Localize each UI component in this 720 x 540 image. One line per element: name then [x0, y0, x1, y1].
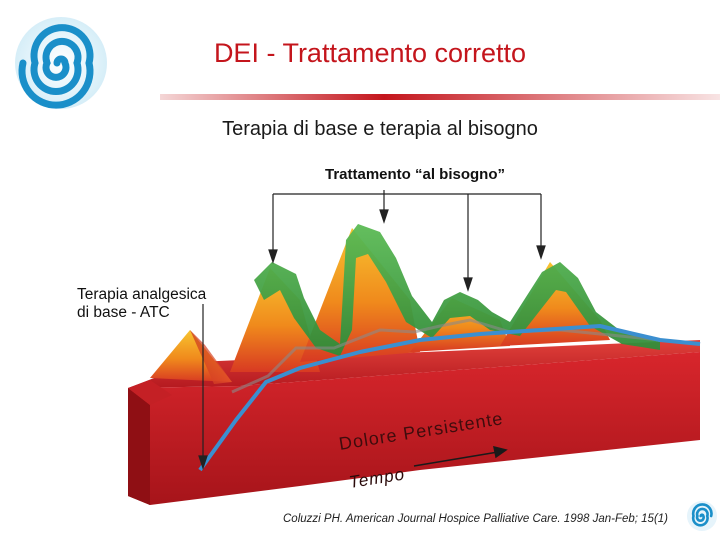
base-block-left	[128, 388, 150, 505]
atc-label: Terapia analgesica di base - ATC	[77, 286, 206, 322]
pain-peak-3	[300, 228, 420, 362]
bisogno-arrows	[268, 190, 546, 292]
atc-arrow	[198, 304, 208, 470]
base-slab-top	[128, 340, 700, 388]
pain-peak-2	[230, 268, 320, 372]
title-divider	[160, 94, 720, 100]
subtitle: Terapia di base e terapia al bisogno	[222, 118, 538, 140]
page-title: DEI - Trattamento corretto	[213, 38, 527, 68]
tempo-arrow	[413, 445, 508, 467]
atc-label-line2: di base - ATC	[77, 304, 170, 321]
spiral-logo-icon	[15, 17, 107, 109]
bisogno-label: Trattamento “al bisogno”	[324, 166, 505, 183]
atc-baseline	[198, 324, 701, 472]
base-slab-front	[128, 352, 700, 505]
spiral-logo-small-icon	[686, 500, 718, 532]
bisogno-band	[254, 224, 660, 356]
citation: Coluzzi PH. American Journal Hospice Pal…	[283, 513, 668, 525]
pain-ridge	[231, 318, 701, 394]
atc-label-line1: Terapia analgesica	[77, 286, 207, 303]
